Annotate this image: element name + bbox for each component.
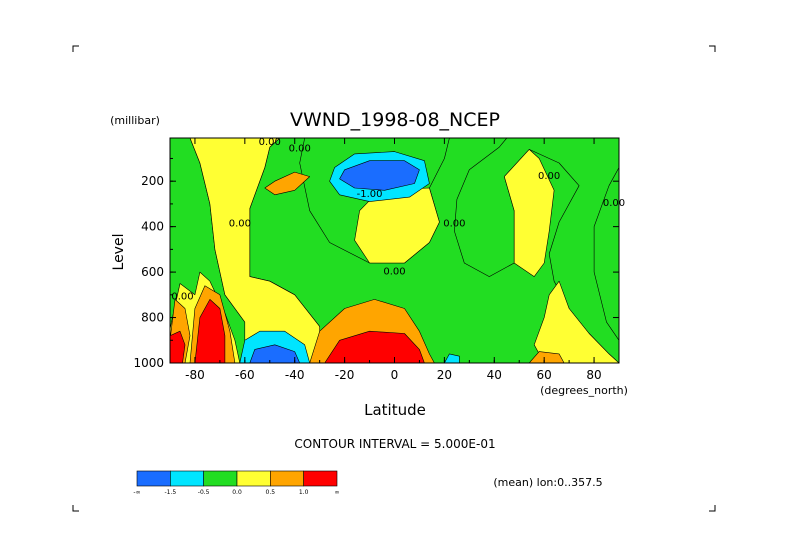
x-axis-ticks: -80 -60 -40 -20 0 20 40 60 80 bbox=[169, 138, 620, 382]
x-tick-label: 20 bbox=[437, 368, 452, 382]
colorbar-labels: -∞ -1.5 -0.5 0.0 0.5 1.0 ∞ bbox=[133, 489, 339, 496]
colorbar-swatch-yellow bbox=[236, 470, 271, 487]
chart-title: VWND_1998-08_NCEP bbox=[290, 109, 500, 131]
x-tick-label: 60 bbox=[537, 368, 552, 382]
colorbar-label: 1.0 bbox=[299, 489, 309, 496]
colorbar bbox=[136, 470, 338, 487]
x-tick-label: -80 bbox=[185, 368, 205, 382]
contour-region-4-orange bbox=[264, 171, 311, 196]
colorbar-label: 0.5 bbox=[266, 489, 276, 496]
y-tick-label: 400 bbox=[141, 220, 164, 234]
crop-marks bbox=[72, 45, 716, 512]
colorbar-swatch-red bbox=[303, 470, 338, 487]
y-axis-ticks: 200 400 600 800 1000 bbox=[133, 157, 619, 370]
colorbar-swatch-orange bbox=[270, 470, 304, 487]
colorbar-label: -∞ bbox=[133, 489, 140, 496]
x-units-label: (degrees_north) bbox=[540, 384, 628, 397]
contour-label-2: -1.00 bbox=[357, 189, 383, 200]
y-tick-label: 600 bbox=[141, 265, 164, 279]
contour-label-8: 0.00 bbox=[603, 198, 625, 209]
colorbar-label: 0.0 bbox=[232, 489, 242, 496]
x-tick-label: -20 bbox=[335, 368, 355, 382]
contour-label-1: 0.00 bbox=[259, 137, 281, 148]
contour-region-16-red bbox=[170, 330, 186, 363]
y-tick-label: 800 bbox=[141, 311, 164, 325]
contour-label-0: 0.00 bbox=[289, 144, 311, 155]
contour-region-3-yellow bbox=[189, 138, 321, 363]
x-tick-label: 80 bbox=[586, 368, 601, 382]
x-axis-label: Latitude bbox=[364, 401, 426, 419]
y-tick-label: 200 bbox=[141, 174, 164, 188]
mean-longitude-text: (mean) lon:0..357.5 bbox=[493, 476, 602, 489]
y-axis-label: Level bbox=[111, 234, 127, 271]
contour-label-group: 0.00 0.00 -1.00 0.00 0.00 0.00 0.00 0.00 0.00 bbox=[171, 137, 625, 303]
y-tick-label: 1000 bbox=[133, 356, 164, 370]
contour-region-17-red bbox=[194, 299, 226, 363]
contour-region-5-yellow bbox=[354, 187, 440, 264]
colorbar-swatch-green bbox=[203, 470, 238, 487]
contour-label-5: 0.00 bbox=[229, 219, 251, 230]
x-tick-label: -60 bbox=[235, 368, 255, 382]
x-tick-label: -40 bbox=[285, 368, 305, 382]
contour-interval-text: CONTOUR INTERVAL = 5.000E-01 bbox=[294, 437, 495, 451]
contour-region-6-yellow bbox=[503, 149, 555, 277]
contour-region-11-blue bbox=[249, 344, 301, 363]
colorbar-swatch-cyan bbox=[170, 470, 204, 487]
contour-region-2-green bbox=[593, 167, 619, 341]
contour-label-4: 0.00 bbox=[383, 266, 405, 277]
colorbar-label: -1.5 bbox=[164, 489, 176, 496]
contour-label-6: 0.00 bbox=[171, 291, 193, 302]
contour-region-20-orange bbox=[528, 351, 565, 363]
y-units-label: (millibar) bbox=[110, 114, 160, 127]
x-tick-label: 0 bbox=[391, 368, 399, 382]
contour-region-9-blue bbox=[339, 160, 420, 191]
colorbar-swatch-blue bbox=[136, 470, 171, 487]
contour-label-3: 0.00 bbox=[443, 219, 465, 230]
colorbar-label: -0.5 bbox=[198, 489, 210, 496]
contour-fills bbox=[170, 138, 619, 363]
colorbar-label: ∞ bbox=[335, 489, 340, 496]
contour-label-7: 0.00 bbox=[538, 171, 560, 182]
contour-region-12-cyan bbox=[444, 353, 460, 363]
contour-region-19-red bbox=[324, 330, 425, 363]
contour-region-7-yellow bbox=[533, 280, 619, 363]
x-tick-label: 40 bbox=[487, 368, 502, 382]
